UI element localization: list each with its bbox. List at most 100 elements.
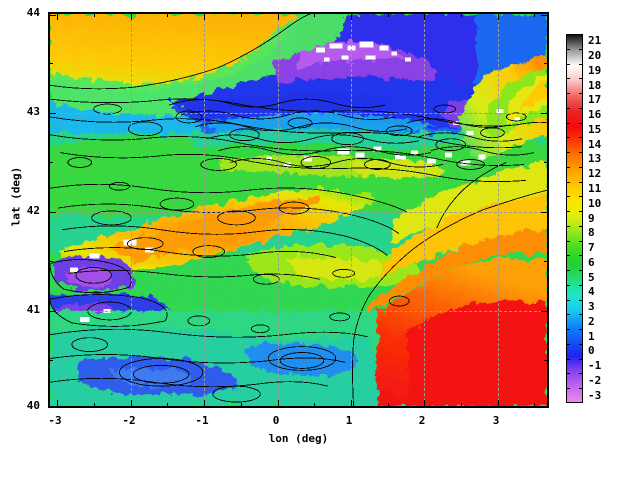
colorbar-tick-label: 21 [588, 34, 602, 48]
colorbar-tick [566, 137, 570, 139]
colorbar-tick [579, 137, 583, 139]
xtick-top-minor [94, 14, 95, 17]
colorbar-tick [579, 373, 583, 375]
colorbar-tick [579, 225, 583, 227]
xtick-top-minor [314, 14, 315, 17]
colorbar-tick [579, 240, 583, 242]
ytick-right-major [541, 311, 547, 312]
colorbar-tick-label: 15 [588, 122, 602, 136]
colorbar-tick-label: 3 [588, 300, 595, 314]
colorbar-tick-label: 17 [588, 93, 602, 107]
colorbar-tick [566, 152, 570, 154]
colorbar-tick-label: 8 [588, 226, 595, 240]
ytick-label: 40 [26, 399, 40, 412]
xtick-top-major [131, 14, 132, 20]
colorbar-tick [566, 225, 570, 227]
colorbar-tick [566, 314, 570, 316]
colorbar-tick [579, 329, 583, 331]
colorbar-tick [579, 196, 583, 198]
xtick-minor [94, 403, 95, 406]
ytick-right-minor [544, 162, 547, 163]
colorbar-tick [579, 343, 583, 345]
ytick-minor [50, 162, 53, 163]
colorbar-tick-label: 6 [588, 255, 595, 269]
xtick-label: 2 [418, 414, 426, 427]
xtick-top-minor [534, 14, 535, 17]
map-plot-area [48, 12, 549, 408]
colorbar-tick-label: 12 [588, 167, 602, 181]
ytick-major [50, 15, 56, 16]
ytick-major [50, 212, 56, 213]
xtick-major [131, 400, 132, 406]
colorbar-tick-label: 7 [588, 241, 595, 255]
colorbar-tick-label: -1 [588, 359, 602, 373]
colorbar-tick [579, 255, 583, 257]
ytick-right-major [541, 15, 547, 16]
colorbar-tick [579, 211, 583, 213]
colorbar-tick [579, 152, 583, 154]
colorbar-tick [566, 196, 570, 198]
xtick-major [57, 400, 58, 406]
colorbar-tick [566, 78, 570, 80]
colorbar-tick-label: 11 [588, 181, 602, 195]
colorbar-tick [579, 284, 583, 286]
xtick-minor [314, 403, 315, 406]
colorbar-tick-label: 5 [588, 270, 595, 284]
colorbar-tick [566, 270, 570, 272]
ytick-right-minor [544, 360, 547, 361]
colorbar-tick [579, 314, 583, 316]
colorbar-tick-label: 1 [588, 329, 595, 343]
colorbar-tick [579, 122, 583, 124]
xtick-top-major [278, 14, 279, 20]
xtick-major [424, 400, 425, 406]
colorbar-tick [566, 388, 570, 390]
xtick-major [351, 400, 352, 406]
xtick-major [498, 400, 499, 406]
colorbar-tick [579, 48, 583, 50]
xtick-top-major [351, 14, 352, 20]
xtick-top-major [424, 14, 425, 20]
colorbar-tick [566, 181, 570, 183]
colorbar-tick [566, 373, 570, 375]
ytick-right-major [541, 407, 547, 408]
colorbar-gradient [566, 34, 583, 403]
colorbar-tick [566, 240, 570, 242]
xtick-label: 3 [492, 414, 500, 427]
colorbar-tick [579, 270, 583, 272]
y-axis-title: lat (deg) [9, 166, 23, 227]
colorbar-tick-label: 9 [588, 211, 595, 225]
colorbar-tick [579, 388, 583, 390]
colorbar-tick [579, 93, 583, 95]
ytick-right-major [541, 113, 547, 114]
colorbar-tick-label: 2 [588, 314, 595, 328]
colorbar-tick-label: -3 [588, 388, 602, 402]
colorbar-tick [566, 329, 570, 331]
ytick-label: 43 [26, 105, 40, 118]
xtick-minor [388, 403, 389, 406]
colorbar-tick [579, 78, 583, 80]
xtick-top-minor [388, 14, 389, 17]
colorbar-tick [579, 299, 583, 301]
ytick-label: 41 [26, 303, 40, 316]
colorbar-tick [566, 107, 570, 109]
colorbar-tick [566, 358, 570, 360]
ytick-right-major [541, 212, 547, 213]
colorbar-tick-label: 0 [588, 344, 595, 358]
ytick-major [50, 407, 56, 408]
colorbar-tick [579, 166, 583, 168]
ytick-major [50, 311, 56, 312]
colorbar-tick [566, 284, 570, 286]
colorbar: 21 20 19 18 17 16 15 14 13 12 11 10 9 8 7 6 5 4 3 2 1 0 -1 -2 -3 [566, 34, 601, 403]
colorbar-tick-label: 20 [588, 49, 602, 63]
colorbar-tick [566, 93, 570, 95]
colorbar-tick [579, 107, 583, 109]
xtick-label: 1 [345, 414, 353, 427]
colorbar-tick [566, 63, 570, 65]
ytick-right-minor [544, 63, 547, 64]
colorbar-tick-label: 18 [588, 78, 602, 92]
ytick-minor [50, 63, 53, 64]
colorbar-tick-label: 14 [588, 137, 602, 151]
xtick-label: -3 [48, 414, 62, 427]
colorbar-tick [566, 299, 570, 301]
xtick-label: 0 [272, 414, 280, 427]
